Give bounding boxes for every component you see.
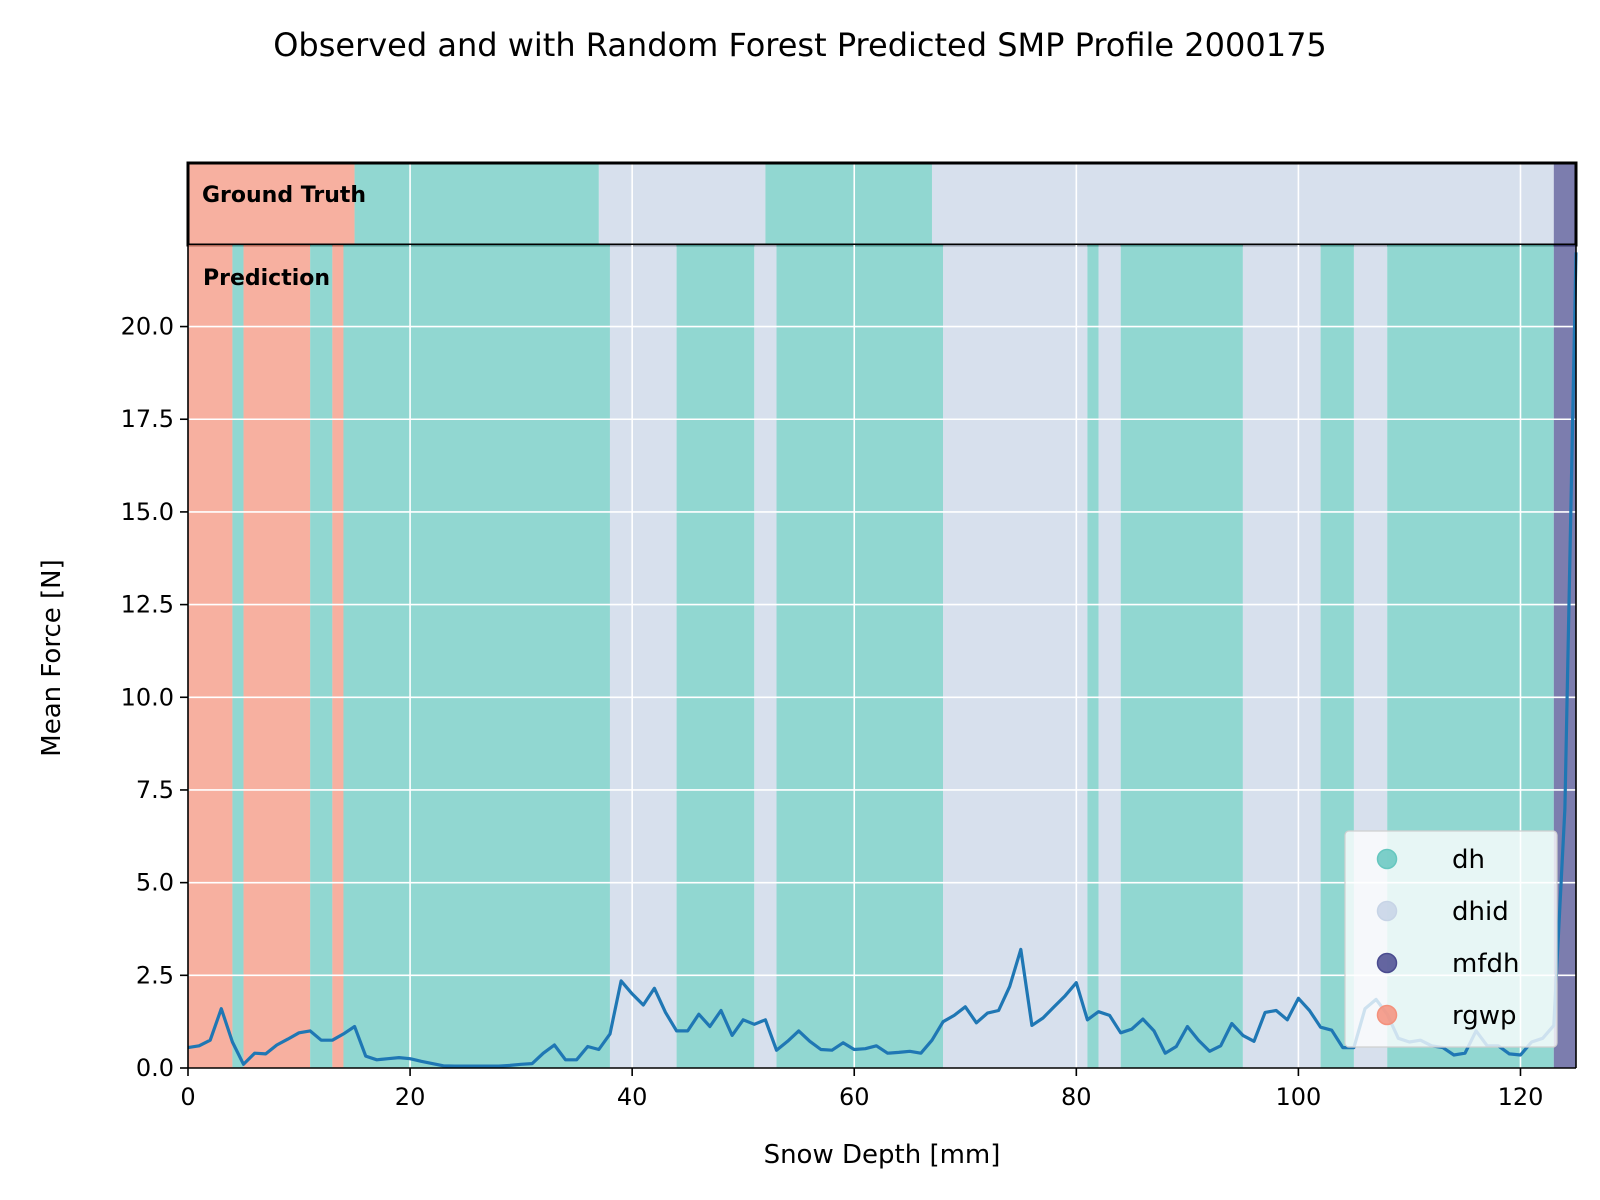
- x-tick-label: 80: [1061, 1083, 1092, 1111]
- ground-truth-band-mfdh: [1553, 163, 1576, 245]
- x-tick-label: 120: [1498, 1083, 1544, 1111]
- x-tick-label: 0: [180, 1083, 195, 1111]
- main-axes-frame: [187, 245, 1577, 1069]
- x-tick-label: 40: [617, 1083, 648, 1111]
- legend: dh dhid mfdh rgwp: [1344, 830, 1558, 1048]
- prediction-band-dh: [1120, 245, 1243, 1068]
- ground-truth-band-rgwp: [188, 163, 355, 245]
- y-axis-label: Mean Force [N]: [37, 559, 67, 756]
- legend-box: [1344, 830, 1558, 1048]
- x-tick-label: 100: [1275, 1083, 1321, 1111]
- y-tick-label: 0.0: [136, 1054, 174, 1082]
- x-tick-label: 60: [839, 1083, 870, 1111]
- prediction-band-dhid: [1098, 245, 1121, 1068]
- legend-label-dh: dh: [1452, 845, 1485, 875]
- x-axis: 0 20 40 60 80 100 120: [180, 1068, 1543, 1111]
- y-tick-label: 12.5: [121, 591, 174, 619]
- prediction-band-rgwp: [332, 245, 344, 1068]
- ground-truth-strip: [188, 163, 1576, 245]
- prediction-band-dh: [343, 245, 610, 1068]
- prediction-background: [188, 245, 1576, 1068]
- y-tick-label: 2.5: [136, 961, 174, 989]
- prediction-label: Prediction: [203, 266, 330, 291]
- y-tick-label: 7.5: [136, 776, 174, 804]
- x-tick-label: 20: [395, 1083, 426, 1111]
- prediction-band-dhid: [609, 245, 677, 1068]
- y-tick-label: 15.0: [121, 498, 174, 526]
- prediction-band-dhid: [754, 245, 777, 1068]
- prediction-band-dh: [310, 245, 333, 1068]
- prediction-band-rgwp: [243, 245, 311, 1068]
- x-axis-label: Snow Depth [mm]: [764, 1140, 1001, 1170]
- legend-label-rgwp: rgwp: [1452, 1001, 1517, 1031]
- ground-truth-label: Ground Truth: [202, 183, 366, 208]
- force-line-layer: [187, 252, 1578, 1068]
- legend-label-mfdh: mfdh: [1452, 949, 1519, 979]
- prediction-band-dh: [676, 245, 755, 1068]
- prediction-band-dh: [1087, 245, 1099, 1068]
- legend-marker-dhid: [1376, 900, 1398, 922]
- legend-marker-rgwp: [1376, 1004, 1398, 1026]
- y-axis: 0.0 2.5 5.0 7.5 10.0 12.5 15.0 17.5 20.0: [121, 313, 188, 1082]
- y-tick-label: 5.0: [136, 869, 174, 897]
- prediction-band-rgwp: [188, 245, 233, 1068]
- legend-marker-dh: [1376, 848, 1398, 870]
- y-tick-label: 17.5: [121, 405, 174, 433]
- ground-truth-grid: [409, 163, 1522, 245]
- prediction-band-dhid: [943, 245, 1088, 1068]
- ground-truth-band-dh: [354, 163, 599, 245]
- y-tick-label: 10.0: [121, 683, 174, 711]
- ground-truth-band-dhid: [931, 163, 1554, 245]
- prediction-band-dh: [776, 245, 944, 1068]
- y-tick-label: 20.0: [121, 313, 174, 341]
- ground-truth-band-dh: [765, 163, 932, 245]
- force-series-line: [187, 252, 1578, 1068]
- ground-truth-band-dhid: [598, 163, 766, 245]
- legend-label-dhid: dhid: [1452, 897, 1509, 927]
- prediction-band-dh: [232, 245, 244, 1068]
- chart-title: Observed and with Random Forest Predicte…: [273, 26, 1327, 64]
- legend-marker-mfdh: [1376, 952, 1398, 974]
- prediction-band-dhid: [1242, 245, 1321, 1068]
